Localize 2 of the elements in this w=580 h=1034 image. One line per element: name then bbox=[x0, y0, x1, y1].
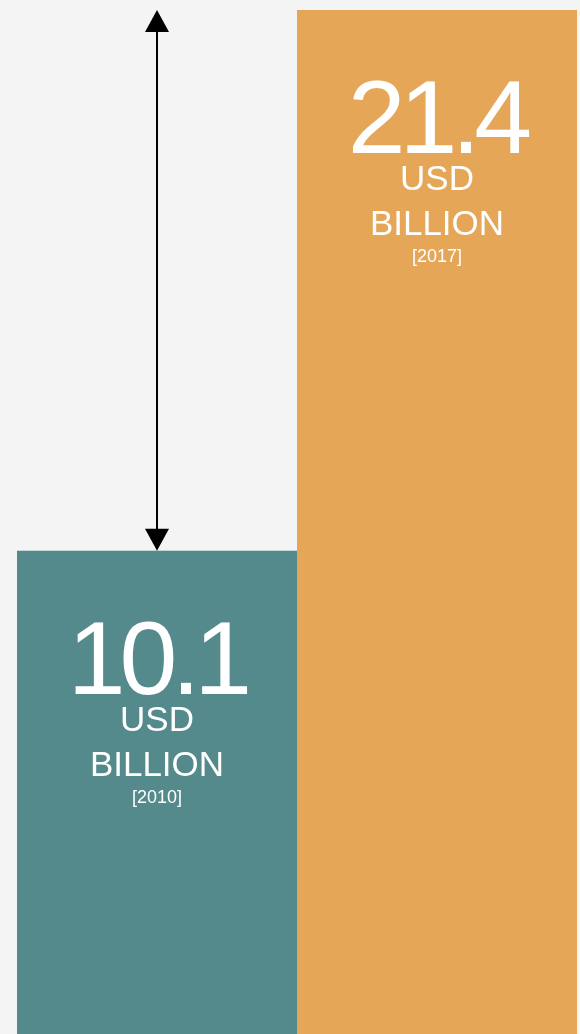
x-tick-label: [2017] bbox=[411, 246, 463, 266]
x-tick-label: [2010] bbox=[131, 786, 183, 807]
